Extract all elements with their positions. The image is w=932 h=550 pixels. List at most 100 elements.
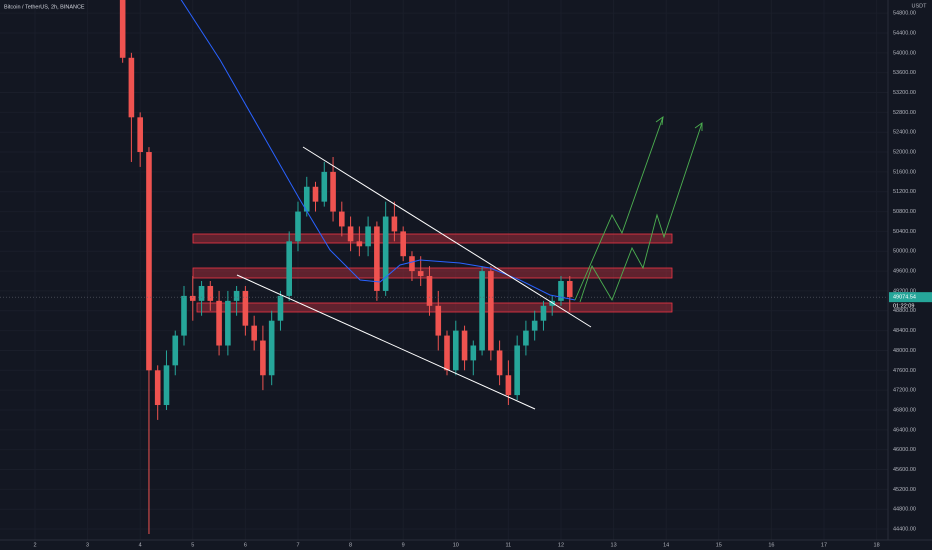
y-tick-label: 46400.00 (893, 427, 916, 433)
y-tick-label: 54400.00 (893, 30, 916, 36)
y-tick-label: 54000.00 (893, 50, 916, 56)
y-tick-label: 49600.00 (893, 269, 916, 275)
resistance-zone (192, 233, 673, 244)
candle-body (154, 370, 161, 406)
x-tick-label: 16 (768, 542, 774, 548)
candle-body (137, 117, 143, 153)
y-tick-label: 46800.00 (893, 407, 916, 413)
candle-body (435, 305, 442, 336)
candle-body (374, 226, 380, 291)
candle-body (216, 300, 222, 346)
candle-body (338, 211, 345, 227)
candle-body (479, 271, 485, 351)
moving-average (180, 0, 576, 301)
candle-body (119, 0, 126, 58)
candle-body (417, 271, 424, 277)
candle-body (444, 335, 450, 371)
y-tick-label: 44400.00 (893, 526, 916, 532)
last-price-label: 49074.54 (893, 295, 916, 301)
x-tick-label: 4 (139, 542, 142, 548)
x-tick-label: 6 (244, 542, 247, 548)
candle-body (251, 325, 257, 341)
y-tick-label: 50400.00 (893, 229, 916, 235)
x-tick-label: 13 (611, 542, 617, 548)
y-tick-label: 48400.00 (893, 328, 916, 334)
candle-body (225, 300, 231, 346)
candle-body (356, 241, 363, 247)
candle-body (514, 345, 520, 396)
y-tick-label: 53200.00 (893, 90, 916, 96)
candle-body (365, 226, 371, 247)
y-tick-label: 46000.00 (893, 447, 916, 453)
y-tick-label: 51600.00 (893, 169, 916, 175)
candle-body (146, 152, 152, 371)
y-tick-label: 52400.00 (893, 130, 916, 136)
x-tick-label: 5 (191, 542, 194, 548)
candle-body (400, 231, 406, 257)
candle-body (312, 186, 319, 202)
x-tick-label: 8 (349, 542, 352, 548)
x-tick-label: 10 (453, 542, 459, 548)
y-tick-label: 51200.00 (893, 189, 916, 195)
candle-body (452, 330, 459, 371)
candle-body (488, 271, 494, 351)
candle-body (295, 211, 301, 242)
candle-body (207, 285, 214, 301)
candle-body (277, 295, 284, 321)
y-tick-label: 44800.00 (893, 507, 916, 513)
y-tick-label: 48800.00 (893, 308, 916, 314)
candle-body (242, 290, 249, 326)
arrow-head (655, 116, 664, 126)
resistance-zone (192, 267, 673, 279)
trendlines (236, 116, 703, 410)
candle-body (531, 320, 538, 331)
plot-area (0, 0, 888, 534)
y-tick-label: 45600.00 (893, 467, 916, 473)
x-tick-label: 14 (663, 542, 669, 548)
candle-body (189, 295, 196, 301)
y-tick-label: 50800.00 (893, 209, 916, 215)
y-tick-label: 52800.00 (893, 110, 916, 116)
y-tick-label: 54800.00 (893, 11, 916, 17)
x-tick-label: 9 (402, 542, 405, 548)
candle-body (330, 171, 336, 212)
drawings (192, 233, 673, 313)
candle-body (198, 285, 205, 301)
lower-trendline (236, 274, 536, 410)
candle-body (286, 241, 292, 296)
arrow-head (694, 122, 703, 131)
upper-trendline (302, 146, 592, 328)
projection-arrow (579, 122, 703, 303)
x-tick-label: 17 (821, 542, 827, 548)
x-tick-label: 7 (296, 542, 299, 548)
y-tick-label: 50000.00 (893, 249, 916, 255)
y-tick-label: 48000.00 (893, 348, 916, 354)
candle-body (558, 281, 564, 301)
y-tick-label: 53600.00 (893, 70, 916, 76)
candle-body (172, 335, 179, 366)
candle-body (540, 305, 547, 321)
candle-body (268, 320, 275, 376)
y-tick-label: 52000.00 (893, 149, 916, 155)
candle-body (470, 345, 477, 361)
x-tick-label: 2 (33, 542, 36, 548)
y-axis-unit: USDT (912, 3, 928, 9)
candle-body (566, 281, 573, 298)
y-tick-label: 47600.00 (893, 368, 916, 374)
candle-body (163, 365, 170, 406)
candle-body (303, 186, 310, 212)
support-zone (196, 302, 673, 313)
candle-body (181, 295, 187, 336)
candle-body (260, 340, 266, 376)
x-tick-label: 18 (874, 542, 880, 548)
x-tick-label: 3 (86, 542, 89, 548)
candle-body (382, 216, 389, 291)
candle-body (426, 276, 433, 306)
axes: 54800.00 54400.00 54000.00 53600.00 53200.00… (33, 11, 932, 548)
candle-body (505, 375, 512, 396)
candle-body (523, 330, 529, 346)
candle-body (347, 226, 354, 242)
x-tick-label: 11 (506, 542, 512, 548)
